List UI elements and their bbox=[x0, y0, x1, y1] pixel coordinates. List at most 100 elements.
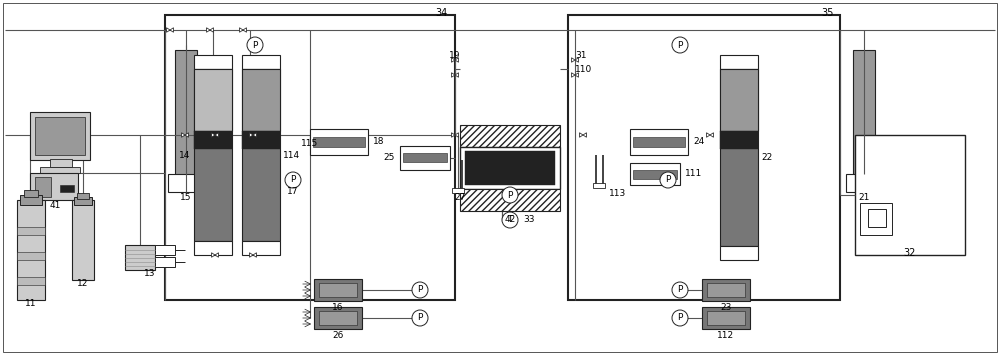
Bar bbox=[20, 195, 42, 205]
Bar bbox=[314, 307, 362, 329]
Polygon shape bbox=[240, 28, 243, 32]
Circle shape bbox=[502, 187, 518, 203]
Bar bbox=[242, 69, 280, 241]
Bar bbox=[702, 307, 750, 329]
Text: 112: 112 bbox=[717, 332, 735, 340]
Circle shape bbox=[672, 37, 688, 53]
Text: 12: 12 bbox=[77, 279, 89, 288]
Text: P: P bbox=[417, 285, 423, 295]
Bar bbox=[720, 69, 758, 246]
Bar bbox=[403, 153, 447, 162]
Text: P: P bbox=[252, 40, 258, 49]
Bar bbox=[194, 69, 232, 131]
Polygon shape bbox=[210, 28, 214, 32]
Bar bbox=[194, 69, 232, 241]
Polygon shape bbox=[185, 133, 188, 137]
Text: 41: 41 bbox=[49, 201, 61, 209]
Bar bbox=[17, 227, 45, 235]
Text: 31: 31 bbox=[575, 50, 586, 60]
Bar bbox=[17, 200, 45, 300]
Polygon shape bbox=[575, 58, 578, 62]
Bar bbox=[400, 146, 450, 170]
Text: 16: 16 bbox=[332, 304, 344, 312]
Polygon shape bbox=[455, 58, 458, 62]
Polygon shape bbox=[243, 28, 246, 32]
Bar bbox=[868, 209, 886, 227]
Bar bbox=[165, 15, 455, 300]
Bar bbox=[319, 283, 357, 297]
Bar bbox=[194, 241, 232, 255]
Text: 21: 21 bbox=[858, 192, 870, 202]
Text: T: T bbox=[507, 215, 513, 224]
Polygon shape bbox=[455, 73, 458, 77]
Circle shape bbox=[412, 282, 428, 298]
Bar bbox=[465, 151, 555, 185]
Bar bbox=[720, 246, 758, 260]
Bar bbox=[860, 203, 892, 235]
Bar bbox=[242, 69, 280, 131]
Bar bbox=[77, 193, 89, 199]
Polygon shape bbox=[170, 28, 174, 32]
Text: 18: 18 bbox=[373, 137, 384, 147]
Polygon shape bbox=[253, 253, 256, 257]
Text: P: P bbox=[417, 313, 423, 322]
Text: 13: 13 bbox=[144, 268, 156, 278]
Text: 17: 17 bbox=[287, 187, 299, 197]
Bar bbox=[702, 279, 750, 301]
Polygon shape bbox=[212, 133, 215, 137]
Polygon shape bbox=[580, 133, 583, 137]
Bar bbox=[60, 185, 74, 192]
Bar bbox=[50, 159, 72, 167]
Bar bbox=[313, 137, 365, 147]
Circle shape bbox=[502, 212, 518, 228]
Text: 114: 114 bbox=[283, 151, 300, 159]
Polygon shape bbox=[250, 133, 253, 137]
Text: 42: 42 bbox=[504, 214, 516, 224]
Text: 115: 115 bbox=[301, 138, 319, 147]
Polygon shape bbox=[215, 133, 218, 137]
Bar bbox=[17, 252, 45, 260]
Bar bbox=[24, 190, 38, 197]
Bar bbox=[35, 117, 85, 155]
Bar bbox=[175, 50, 197, 180]
Circle shape bbox=[660, 172, 676, 188]
Text: 22: 22 bbox=[761, 153, 772, 162]
Polygon shape bbox=[575, 73, 578, 77]
Text: 14: 14 bbox=[179, 151, 190, 159]
Bar bbox=[40, 167, 80, 173]
Circle shape bbox=[247, 37, 263, 53]
Bar bbox=[568, 15, 840, 300]
Text: 111: 111 bbox=[685, 169, 702, 179]
Text: P: P bbox=[507, 191, 513, 200]
Polygon shape bbox=[253, 133, 256, 137]
Polygon shape bbox=[452, 58, 455, 62]
Bar bbox=[853, 50, 875, 180]
Text: 24: 24 bbox=[693, 137, 704, 147]
Bar bbox=[460, 125, 560, 147]
Text: P: P bbox=[677, 40, 683, 49]
Bar bbox=[633, 170, 677, 179]
Text: P: P bbox=[677, 285, 683, 295]
Text: 35: 35 bbox=[822, 8, 834, 18]
Circle shape bbox=[412, 310, 428, 326]
Bar bbox=[720, 69, 758, 131]
Bar bbox=[707, 283, 745, 297]
Text: 113: 113 bbox=[609, 189, 626, 197]
Bar bbox=[155, 245, 175, 255]
Bar bbox=[30, 112, 90, 160]
Text: 26: 26 bbox=[332, 332, 344, 340]
Text: 110: 110 bbox=[575, 66, 592, 75]
Bar bbox=[30, 173, 78, 200]
Circle shape bbox=[285, 172, 301, 188]
Polygon shape bbox=[572, 58, 575, 62]
Polygon shape bbox=[452, 73, 455, 77]
Bar bbox=[460, 147, 560, 189]
Bar bbox=[242, 131, 280, 149]
Polygon shape bbox=[215, 253, 218, 257]
Bar bbox=[194, 131, 232, 149]
Bar bbox=[168, 174, 204, 192]
Text: 11: 11 bbox=[25, 299, 37, 307]
Bar bbox=[707, 311, 745, 325]
Text: 25: 25 bbox=[384, 153, 395, 163]
Bar bbox=[855, 135, 965, 255]
